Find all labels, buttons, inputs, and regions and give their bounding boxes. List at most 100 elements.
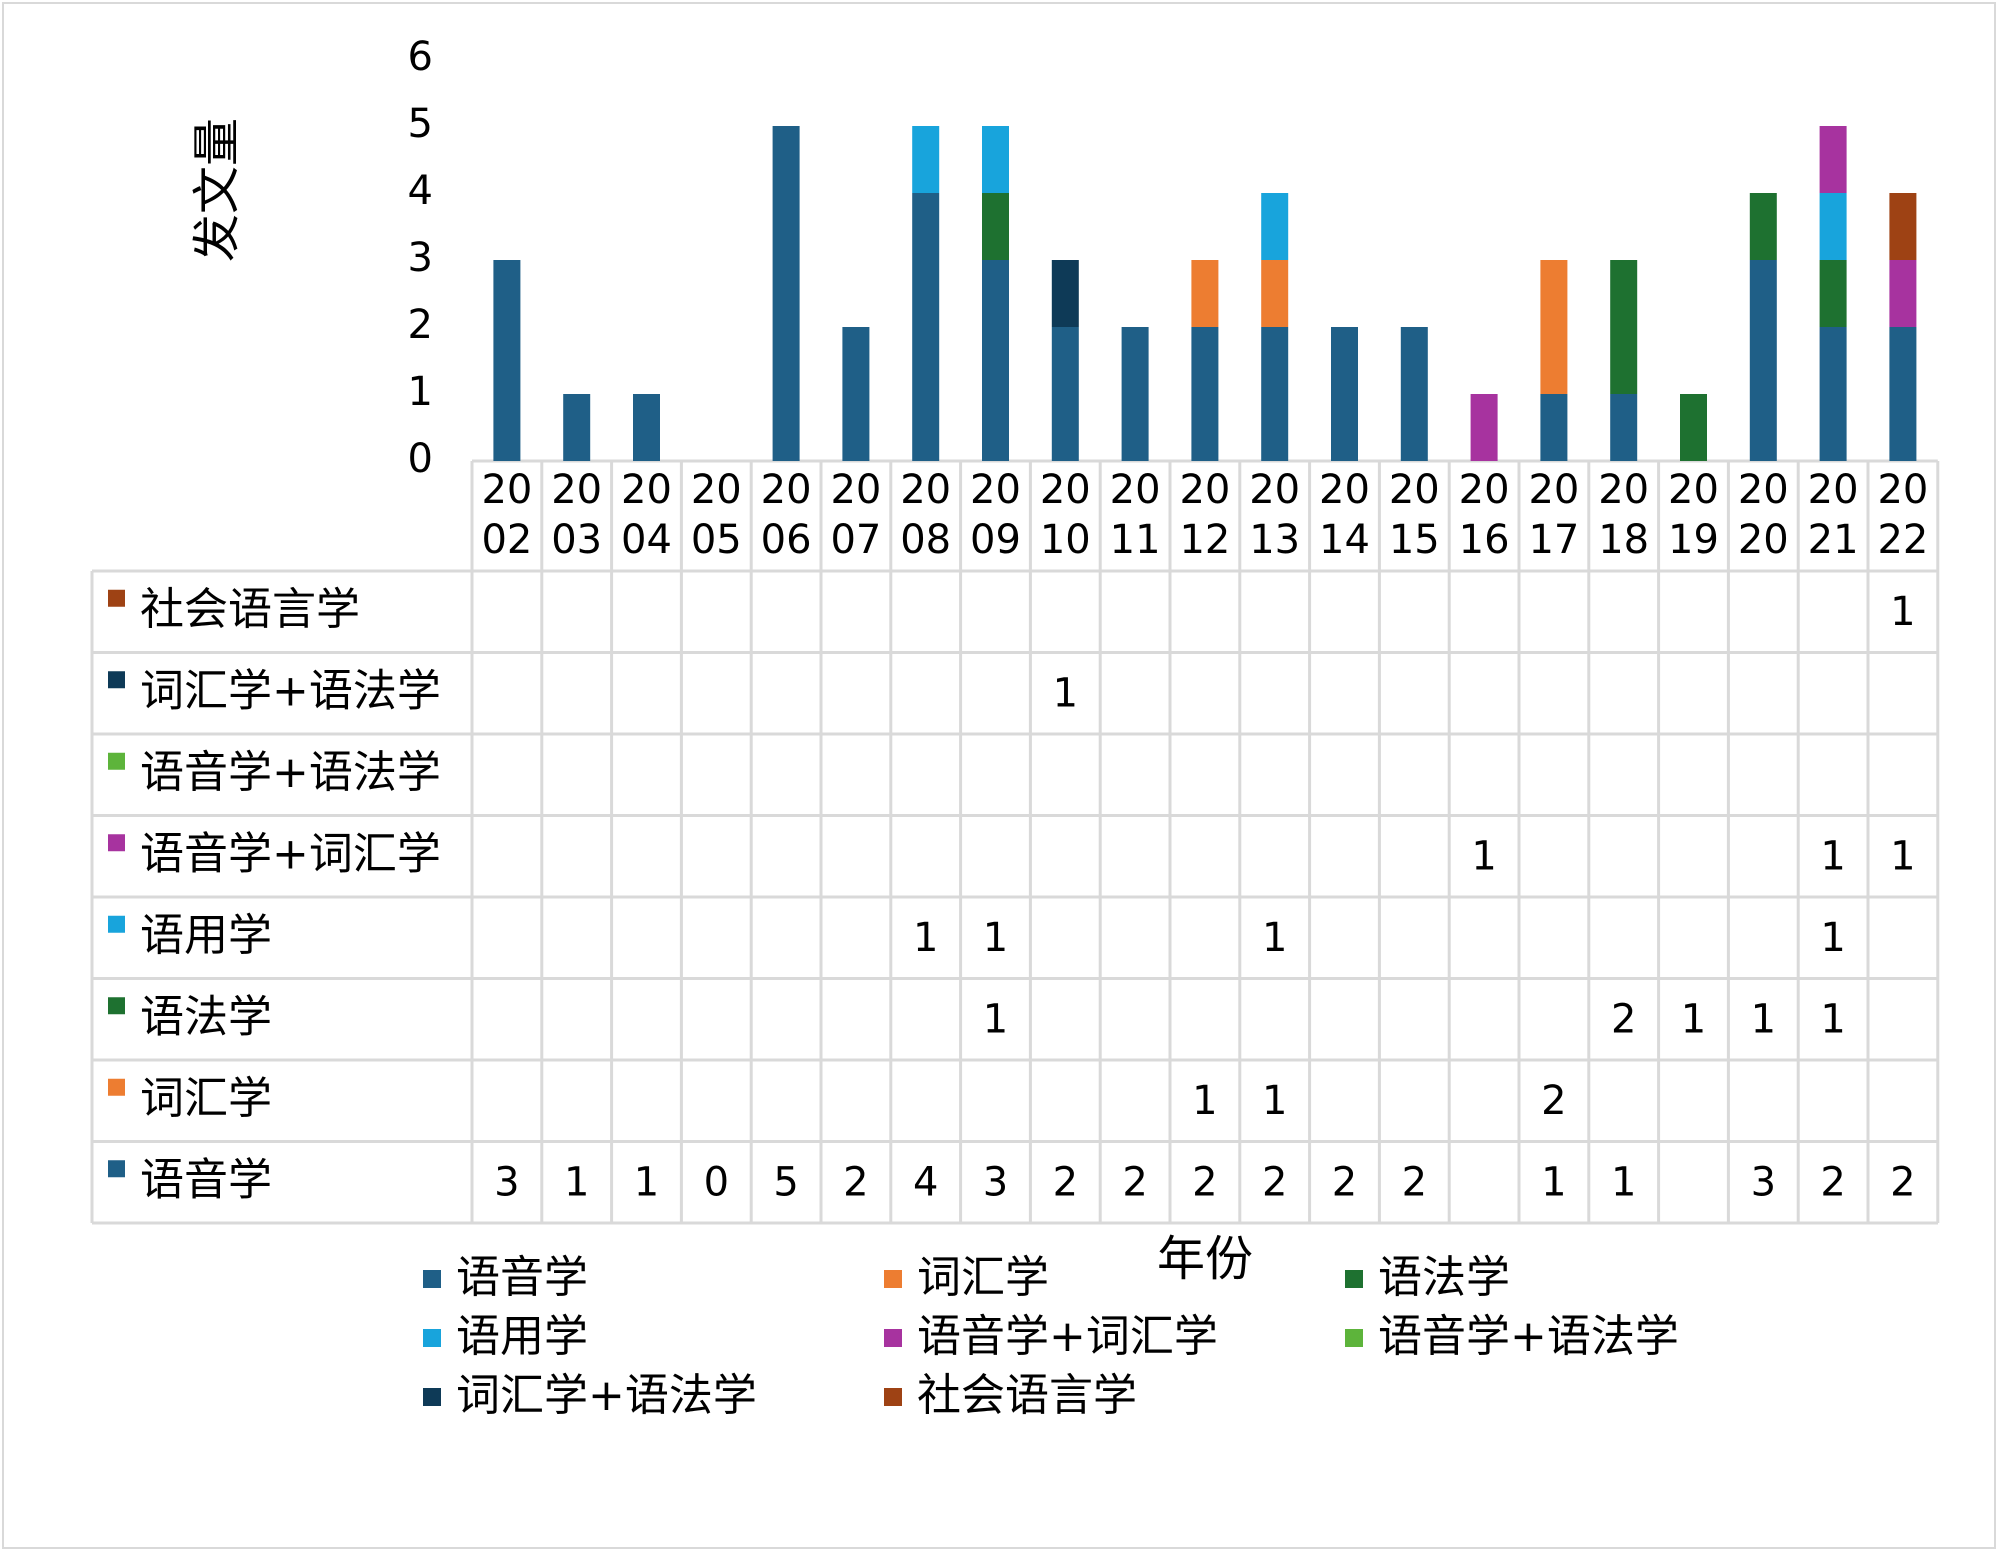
bar-segment [1191,327,1219,461]
y-axis-title: 发文量 [189,118,245,262]
bar-segment [1680,394,1707,461]
bars [493,126,1917,461]
table-cell-value: 1 [1192,1078,1217,1124]
legend-label: 语音学+词汇学 [917,1311,1218,1362]
table-cell-value: 2 [1611,996,1636,1042]
bar-segment [633,394,660,461]
x-axis-category-labels: 2002200320042005200620072008200920102011… [481,467,1928,563]
bar-segment [1540,260,1568,394]
table-cell-value: 1 [983,996,1008,1042]
table-row-label: 词汇学+语法学 [140,665,441,716]
table-cell-value: 1 [913,915,938,961]
table-cell-value: 1 [1541,1159,1566,1205]
table-cell-value: 2 [1541,1078,1566,1124]
bar-segment [1261,193,1289,260]
x-tick-label: 20 [1319,467,1370,513]
bar-segment [1889,193,1917,260]
table-row-swatch [108,997,125,1015]
table-cell-value: 1 [1471,833,1496,879]
legend-swatch [884,1388,902,1406]
x-tick-label: 15 [1389,517,1440,563]
x-tick-label: 20 [551,467,602,513]
x-tick-label: 20 [1877,467,1928,513]
bar-segment [1400,327,1428,461]
bar-segment [982,260,1009,461]
table-row-label: 语法学 [140,991,272,1042]
table-row-label: 社会语言学 [140,584,360,635]
table-row-label: 语音学+词汇学 [140,828,441,879]
table-cell-value: 1 [1820,833,1845,879]
table-cell-value: 3 [494,1159,519,1205]
bar-segment [1261,260,1289,327]
x-tick-label: 19 [1668,517,1719,563]
bar-segment [1051,327,1079,461]
bar-segment [493,260,521,461]
x-tick-label: 17 [1528,517,1579,563]
legend-label: 词汇学+语法学 [456,1370,757,1421]
x-tick-label: 20 [1738,467,1789,513]
table-cell-value: 2 [1890,1159,1915,1205]
table-cell-value: 2 [843,1159,868,1205]
bar-segment [1610,260,1638,394]
table-cell-value: 1 [1751,996,1776,1042]
bar-segment [1889,327,1917,461]
table-cell-value: 1 [1890,589,1915,635]
table-cell-value: 1 [564,1159,589,1205]
x-tick-label: 03 [551,517,602,563]
table-cell-value: 2 [1262,1159,1287,1205]
x-tick-label: 20 [830,467,881,513]
table-row-label: 语音学 [140,1154,272,1205]
x-tick-label: 20 [761,467,812,513]
bar-segment [1610,394,1638,461]
bar-segment [982,126,1009,193]
table-cell-value: 2 [1192,1159,1217,1205]
x-tick-label: 05 [691,517,742,563]
x-tick-label: 06 [761,517,812,563]
bar-segment [1470,394,1498,461]
legend-swatch [884,1329,902,1347]
x-tick-label: 20 [970,467,1021,513]
bar-segment [1121,327,1149,461]
bar-segment [1331,327,1358,461]
table-cell-value: 2 [1820,1159,1845,1205]
x-tick-label: 20 [1598,467,1649,513]
bar-segment [842,327,870,461]
x-tick-label: 09 [970,517,1021,563]
table-cell-value: 1 [1820,915,1845,961]
y-tick-label: 0 [408,436,433,482]
x-tick-label: 02 [481,517,532,563]
bar-segment [1540,394,1568,461]
y-tick-label: 1 [408,369,433,415]
table-row-swatch [108,1078,125,1096]
table-cell-value: 1 [1890,833,1915,879]
bar-segment [912,193,940,461]
x-tick-label: 20 [1040,467,1091,513]
y-tick-label: 4 [408,168,433,214]
table-cell-value: 1 [1262,915,1287,961]
y-tick-label: 3 [408,235,433,281]
x-tick-label: 20 [1249,467,1300,513]
table-cell-value: 1 [1262,1078,1287,1124]
bar-segment [1749,260,1777,461]
table-cell-value: 1 [1611,1159,1636,1205]
x-tick-label: 21 [1808,517,1859,563]
x-tick-label: 20 [1179,467,1230,513]
x-tick-label: 20 [1668,467,1719,513]
x-tick-label: 08 [900,517,951,563]
x-tick-label: 07 [830,517,881,563]
table-cell-value: 1 [1820,996,1845,1042]
table-cell-value: 0 [704,1159,729,1205]
table-row-label: 语音学+语法学 [140,747,441,798]
legend-swatch [1345,1270,1363,1288]
x-tick-label: 13 [1249,517,1300,563]
bar-segment [1819,327,1847,461]
table-cell-value: 3 [1751,1159,1776,1205]
y-axis-tick-labels: 0 1 2 3 4 5 6 [408,34,433,482]
x-tick-label: 20 [621,467,672,513]
bar-segment [1889,260,1917,327]
x-tick-label: 20 [691,467,742,513]
table-row-label: 词汇学 [140,1073,272,1124]
